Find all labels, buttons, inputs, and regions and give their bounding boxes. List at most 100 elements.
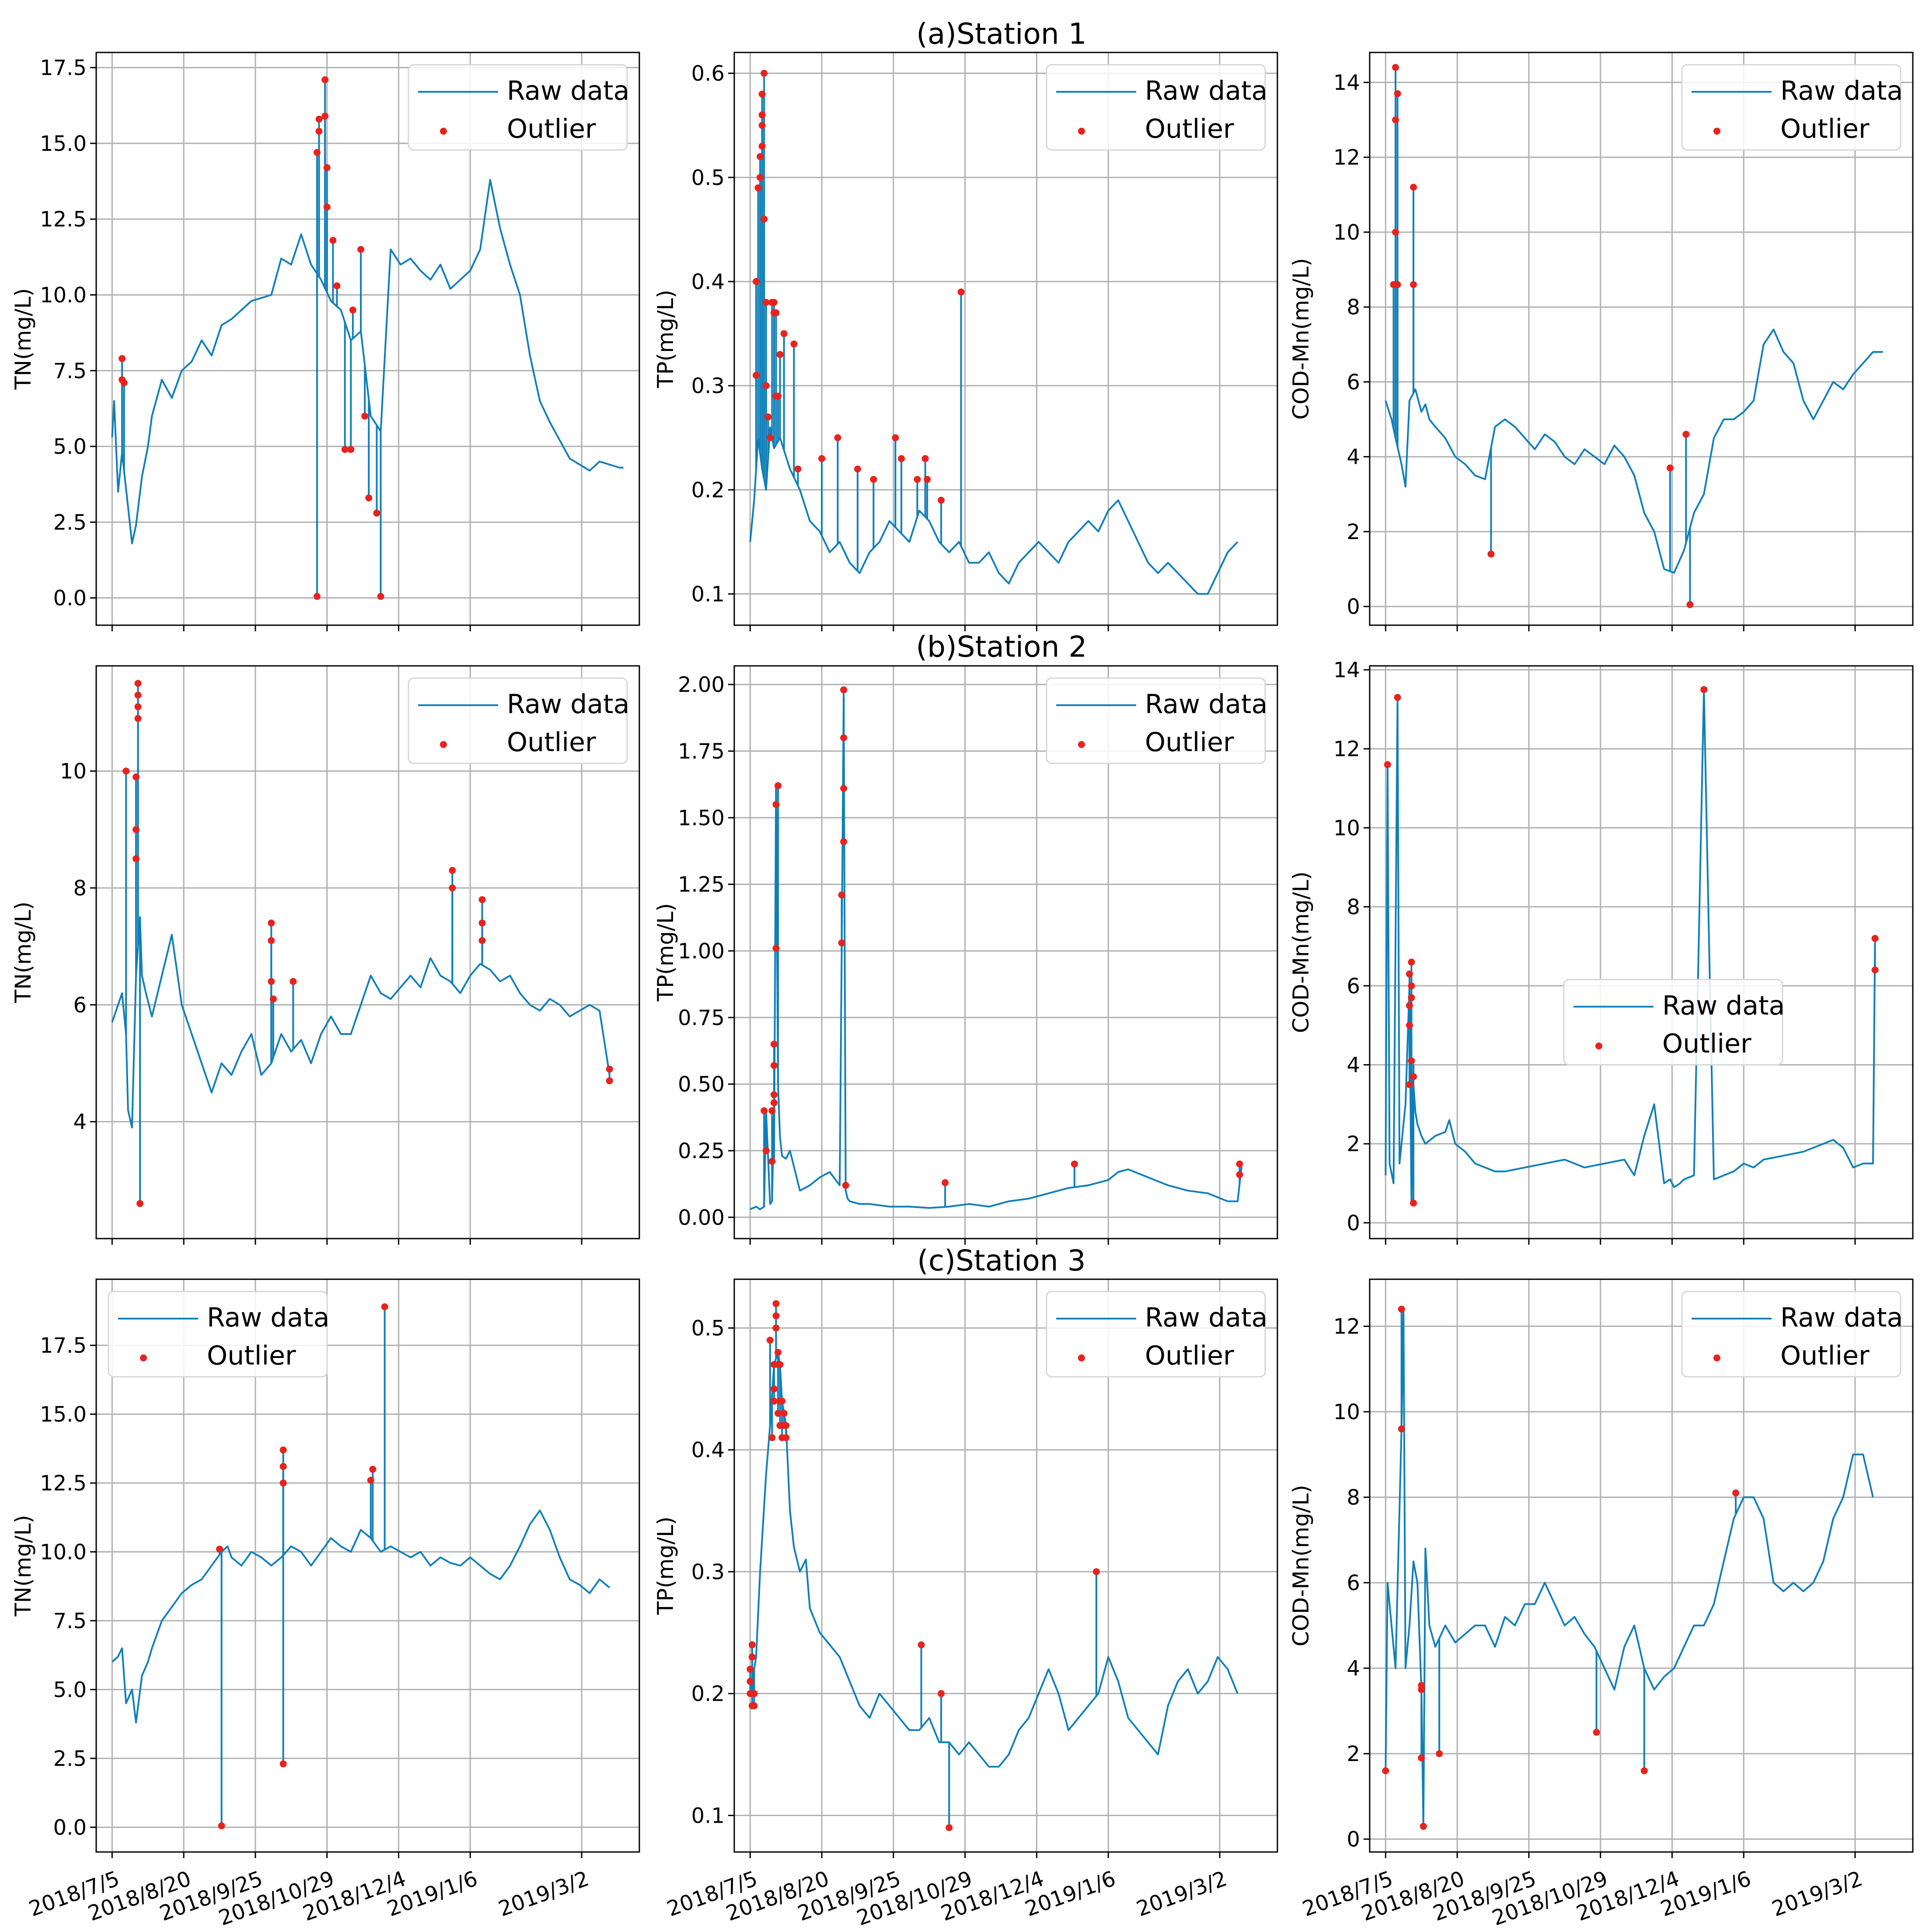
outlier-point (917, 1641, 925, 1649)
y-tick-label: 4 (73, 1110, 87, 1135)
outlier-point (782, 1422, 790, 1429)
outlier-point (776, 1361, 784, 1368)
outlier-point (329, 237, 337, 244)
outlier-point (838, 939, 845, 947)
y-tick-label: 17.5 (40, 1333, 87, 1358)
legend-box (1681, 64, 1901, 151)
outlier-point (1236, 1171, 1243, 1178)
legend-outlier-swatch (140, 1354, 147, 1361)
outlier-point (1700, 686, 1708, 693)
raw-data-line (749, 426, 1238, 595)
legend-raw-label: Raw data (1662, 991, 1785, 1021)
outlier-point (914, 476, 921, 483)
outlier-point (323, 164, 331, 171)
outlier-point (268, 937, 275, 944)
plot-frame (733, 665, 1278, 1239)
outlier-point (1398, 1305, 1405, 1313)
outlier-point (750, 1690, 758, 1697)
outlier-point (768, 1107, 776, 1114)
outlier-point (1392, 228, 1399, 236)
outlier-point (1871, 966, 1879, 974)
panels-container: 0.0 2.5 5.0 7.5 10.0 12.5 15.0 17.5 TN(mg/L) Raw … (10, 52, 1914, 1931)
outlier-point (269, 995, 277, 1003)
y-tick-label: 0.75 (678, 1006, 725, 1030)
outlier-point (782, 1434, 790, 1441)
raw-data-line (1385, 328, 1883, 574)
outlier-point (945, 1824, 953, 1831)
outlier-point (772, 1324, 780, 1332)
y-tick-label: 0.1 (691, 582, 725, 607)
y-tick-label: 8 (1346, 1486, 1360, 1510)
y-tick-label: 17.5 (40, 56, 87, 80)
outlier-point (924, 476, 931, 483)
outlier-point (1410, 281, 1417, 288)
outlier-point (367, 1476, 374, 1484)
legend-outlier-swatch (440, 128, 447, 135)
legend-outlier-swatch (1078, 128, 1085, 135)
outlier-point (1406, 1081, 1413, 1088)
y-tick-label: 12 (1333, 146, 1360, 170)
outlier-point (1410, 1073, 1417, 1080)
outlier-point (1682, 431, 1690, 438)
outlier-point (790, 340, 798, 348)
outlier-point (268, 919, 275, 927)
outlier-point (1732, 1489, 1740, 1497)
outlier-point (778, 1397, 786, 1405)
y-tick-label: 2 (1346, 1132, 1360, 1156)
row-title-station-2: (b)Station 2 (916, 630, 1087, 664)
y-axis-label: TN(mg/L) (10, 1515, 36, 1617)
outlier-point (1418, 1686, 1425, 1693)
outlier-point (1394, 281, 1401, 288)
outlier-point (760, 70, 768, 77)
outlier-point (776, 351, 784, 358)
legend-outlier-label: Outlier (1780, 114, 1870, 144)
outlier-point (1408, 1057, 1415, 1065)
outlier-point (942, 1179, 949, 1187)
plot-frame (95, 1278, 640, 1853)
outlier-point (134, 715, 142, 722)
y-axis-label: COD-Mn(mg/L) (1288, 1485, 1314, 1647)
plot-frame (733, 1278, 1278, 1853)
outlier-point (758, 91, 766, 98)
outlier-point (772, 1300, 780, 1307)
y-tick-label: 2.5 (53, 510, 87, 535)
outlier-point (279, 1479, 287, 1487)
legend-outlier-label: Outlier (1145, 727, 1234, 758)
outlier-point (772, 309, 780, 317)
outlier-point (120, 379, 128, 386)
y-tick-label: 0.0 (53, 586, 87, 611)
y-tick-label: 0.4 (691, 270, 725, 294)
legend-raw-label: Raw data (1145, 1302, 1267, 1333)
y-tick-label: 12.5 (40, 207, 87, 232)
outlier-point (1408, 958, 1415, 966)
outlier-point (892, 434, 899, 442)
outlier-point (279, 1463, 287, 1470)
plot-frame (1369, 1278, 1914, 1853)
outlier-point (1071, 1160, 1078, 1168)
legend-box (1046, 677, 1266, 764)
legend-box (1046, 1291, 1266, 1378)
y-tick-label: 10 (1333, 816, 1360, 840)
y-tick-label: 6 (73, 993, 87, 1017)
legend-raw-label: Raw data (1780, 1302, 1903, 1333)
outlier-point (818, 455, 826, 462)
y-tick-label: 12 (1333, 1315, 1360, 1339)
outlier-point (1420, 1823, 1427, 1830)
outlier-point (764, 413, 772, 421)
outlier-point (315, 115, 323, 123)
y-tick-label: 10.0 (40, 283, 87, 307)
outlier-point (449, 867, 456, 874)
outlier-point (1410, 1199, 1417, 1207)
outlier-point (290, 978, 297, 985)
outlier-point (1406, 1002, 1413, 1009)
panel-4: 4 6 8 10 TN(mg/L) Raw data Outlier (10, 665, 640, 1245)
outlier-point (136, 1200, 144, 1207)
y-tick-label: 10 (1333, 1400, 1360, 1424)
y-axis-label: TN(mg/L) (10, 902, 36, 1003)
legend-outlier-swatch (1713, 1354, 1720, 1361)
y-tick-label: 12.5 (40, 1471, 87, 1496)
row-title-station-1: (a)Station 1 (916, 17, 1087, 51)
raw-data-line (111, 916, 610, 1128)
outlier-point (774, 782, 782, 790)
legend-outlier-label: Outlier (507, 727, 596, 758)
